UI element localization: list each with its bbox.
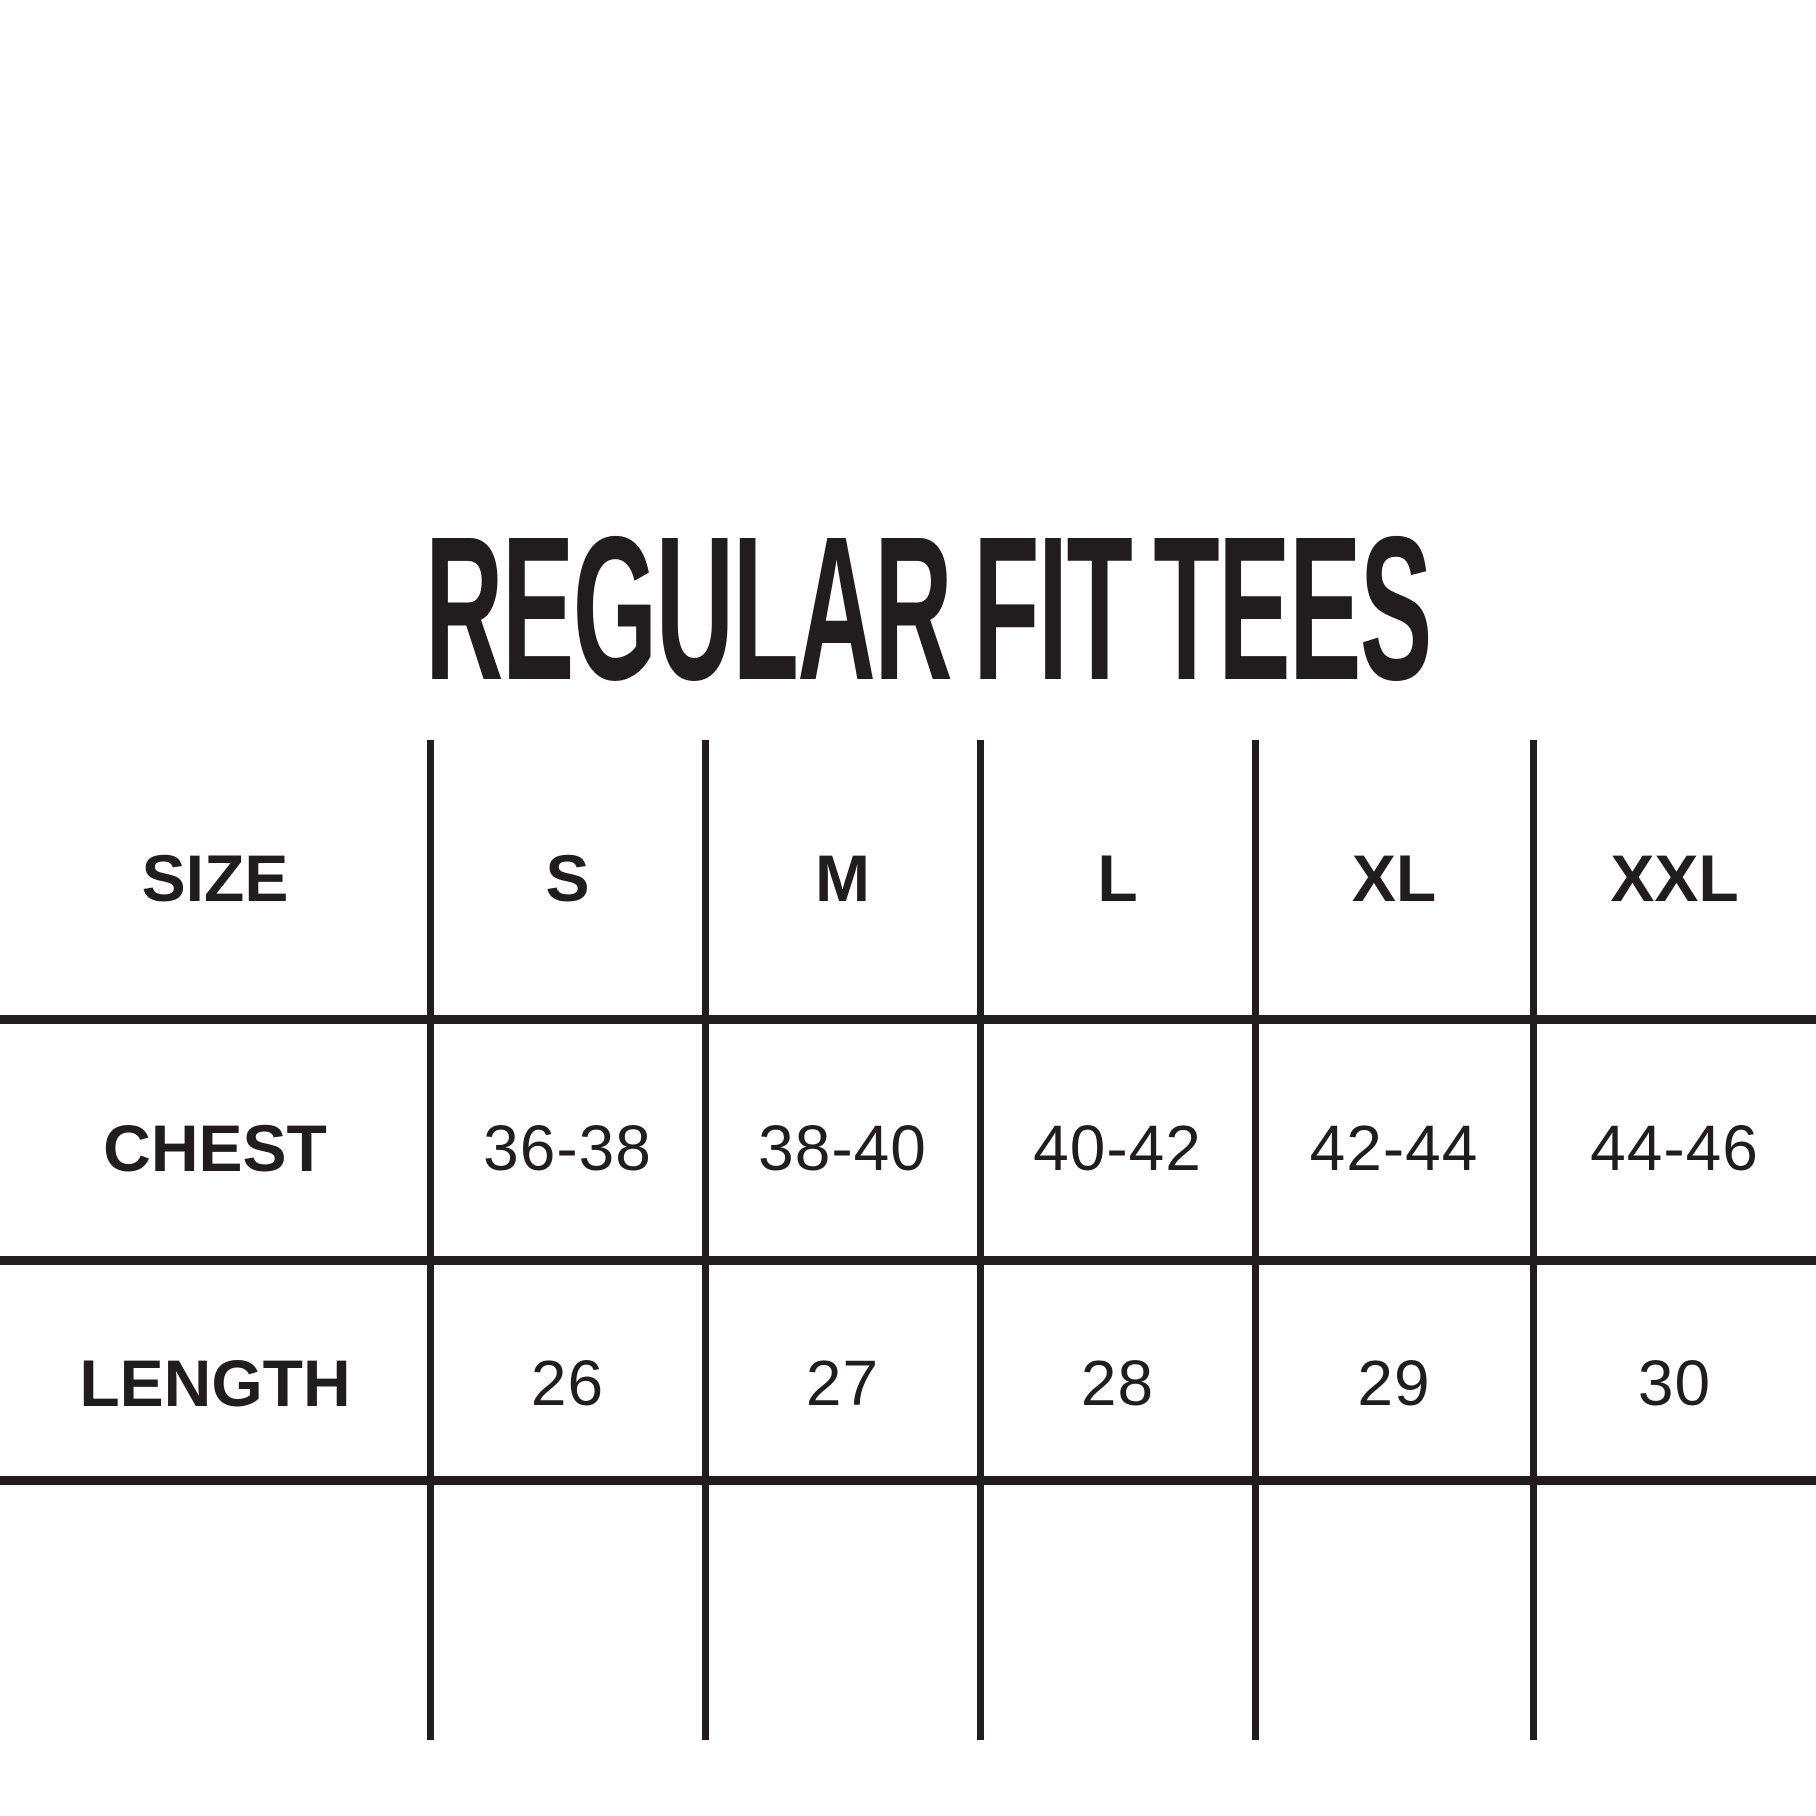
- column-divider: [977, 740, 984, 1740]
- col-header-s: S: [545, 840, 590, 915]
- row-divider: [0, 1015, 1816, 1024]
- length-value-s: 26: [530, 1347, 605, 1419]
- col-header-xl: XL: [1351, 840, 1437, 915]
- col-header-size: SIZE: [141, 840, 289, 915]
- length-value-m: 27: [805, 1347, 880, 1419]
- column-divider: [427, 740, 434, 1740]
- col-header-xxl: XXL: [1610, 840, 1739, 915]
- chest-value-s: 36-38: [483, 1112, 652, 1184]
- chest-value-l: 40-42: [1033, 1112, 1202, 1184]
- column-divider: [1252, 740, 1259, 1740]
- row-label-chest: CHEST: [103, 1111, 327, 1185]
- row-divider: [0, 1256, 1816, 1265]
- col-header-l: L: [1097, 840, 1138, 915]
- col-header-m: M: [815, 840, 870, 915]
- length-value-l: 28: [1080, 1347, 1155, 1419]
- column-divider: [702, 740, 709, 1740]
- row-divider: [0, 1476, 1816, 1485]
- chest-value-xxl: 44-46: [1590, 1112, 1759, 1184]
- column-divider: [1530, 740, 1537, 1740]
- length-value-xl: 29: [1357, 1347, 1431, 1419]
- chart-title: REGULAR FIT TEES: [425, 494, 1432, 723]
- chart-title-row: REGULAR FIT TEES: [0, 506, 1816, 711]
- chest-value-m: 38-40: [758, 1112, 927, 1184]
- length-value-xxl: 30: [1637, 1347, 1712, 1419]
- chest-value-xl: 42-44: [1309, 1112, 1479, 1184]
- table-row-length: LENGTH 26 27 28 29 30: [0, 1280, 1816, 1486]
- table-row-chest: CHEST 36-38 38-40 40-42 42-44 44-46: [0, 1038, 1816, 1258]
- header-row: SIZE S M L XL XXL: [0, 740, 1816, 1015]
- row-label-length: LENGTH: [79, 1346, 351, 1420]
